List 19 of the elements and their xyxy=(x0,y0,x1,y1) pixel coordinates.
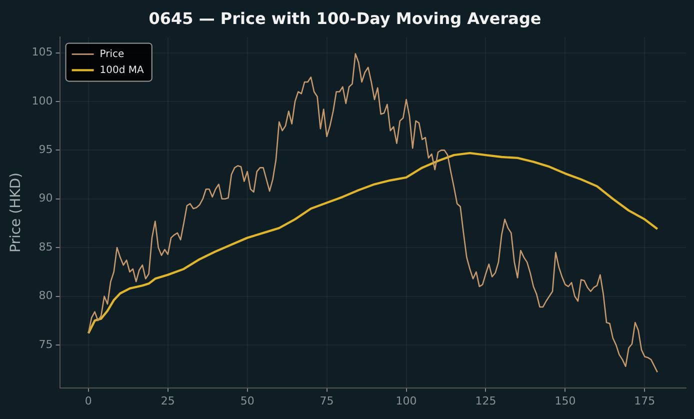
y-tick-label: 105 xyxy=(32,46,53,59)
y-tick-label: 95 xyxy=(38,143,53,156)
y-tick-label: 85 xyxy=(38,240,53,254)
y-tick-label: 75 xyxy=(38,338,53,351)
x-tick-label: 150 xyxy=(554,394,576,408)
x-tick-label: 75 xyxy=(320,394,334,408)
y-tick-label: 80 xyxy=(38,289,53,302)
x-tick-label: 100 xyxy=(396,394,417,408)
x-tick-label: 25 xyxy=(160,394,175,408)
x-tick-label: 0 xyxy=(84,394,92,408)
y-tick-label: 90 xyxy=(38,192,53,205)
legend-label: Price xyxy=(100,48,124,60)
x-tick-label: 50 xyxy=(240,394,254,408)
x-tick-label: 175 xyxy=(634,394,656,408)
x-tick-label: 125 xyxy=(475,394,496,408)
chart-title: 0645 — Price with 100-Day Moving Average xyxy=(148,8,542,28)
y-axis-title: Price (HKD) xyxy=(8,172,24,253)
y-tick-label: 100 xyxy=(32,94,53,108)
legend-label: 100d MA xyxy=(100,64,144,76)
